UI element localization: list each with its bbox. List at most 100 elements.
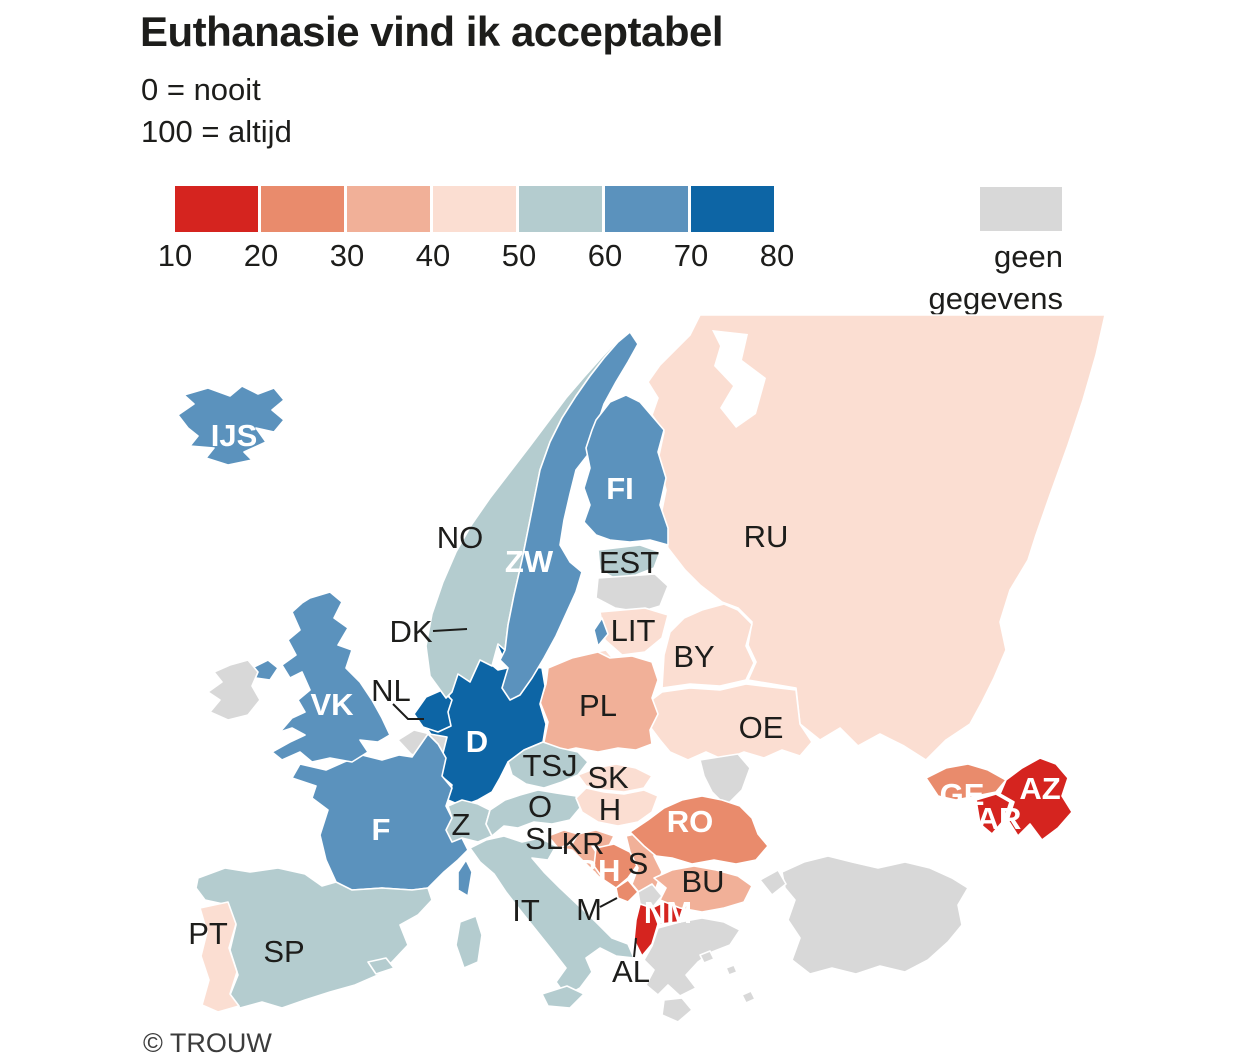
legend-swatch-40-50: [433, 186, 516, 232]
country-label-france: F: [372, 812, 391, 847]
country-ukraine: [641, 683, 813, 761]
white-sea: [712, 330, 766, 428]
country-switzerland: [445, 799, 493, 843]
country-label-romania: RO: [667, 804, 714, 839]
country-ireland: [207, 659, 261, 721]
country-label-ukraine: OE: [739, 710, 784, 745]
scale-note-min: 0 = nooit: [141, 72, 261, 107]
legend-tick-50: 50: [501, 238, 537, 273]
legend-tick-30: 30: [329, 238, 365, 273]
country-label-iceland: IJS: [211, 418, 258, 453]
country-sweden: [593, 617, 609, 647]
country-azerbaijan: [999, 757, 1073, 841]
country-spain: [367, 957, 395, 975]
country-label-germany: D: [466, 724, 488, 759]
legend-tick-20: 20: [243, 238, 279, 273]
country-netherlands: [413, 689, 453, 733]
country-label-netherlands: NL: [371, 673, 411, 708]
country-georgia: [925, 763, 1007, 801]
country-label-uk: VK: [310, 687, 354, 722]
country-label-hungary: H: [599, 792, 621, 827]
country-greece: [643, 917, 741, 997]
country-france: [457, 859, 473, 897]
leader-line-albania: [633, 937, 637, 958]
country-austria: [485, 789, 581, 837]
country-iceland: [177, 385, 285, 466]
legend-no-data-label: geen gegevens: [858, 236, 1063, 320]
country-label-estonia: EST: [599, 545, 659, 580]
country-label-croatia: KR: [561, 826, 604, 861]
leader-line-montenegro: [599, 897, 618, 908]
legend-swatch-60-70: [605, 186, 688, 232]
country-finland: [583, 394, 669, 546]
legend-swatch-50-60: [519, 186, 602, 232]
country-label-albania: AL: [612, 954, 650, 989]
country-label-finland: FI: [606, 471, 634, 506]
country-label-portugal: PT: [188, 916, 228, 951]
legend-no-data-swatch: [980, 187, 1062, 231]
country-italy: [469, 835, 635, 997]
country-montenegro: [615, 879, 639, 903]
country-bosnia: [593, 843, 639, 889]
legend-swatch-70-80: [691, 186, 774, 232]
country-turkey: [781, 855, 969, 975]
legend-tick-40: 40: [415, 238, 451, 273]
country-label-russia: RU: [744, 519, 789, 554]
leader-line-netherlands: [392, 703, 424, 720]
country-label-serbia: S: [628, 846, 649, 881]
no-data-label-line2: gegevens: [928, 281, 1063, 316]
country-greece: [699, 950, 715, 964]
country-label-switzerland: Z: [452, 807, 471, 842]
country-label-slovakia: SK: [587, 760, 629, 795]
country-italy: [541, 985, 585, 1009]
country-label-poland: PL: [579, 688, 617, 723]
country-label-czechia: TSJ: [522, 748, 577, 783]
no-data-label-line1: geen: [994, 239, 1063, 274]
legend-tick-60: 60: [587, 238, 623, 273]
leader-lines: [392, 628, 637, 958]
country-label-denmark: DK: [389, 614, 432, 649]
country-hungary: [575, 787, 659, 827]
country-turkey: [759, 869, 787, 896]
country-label-belarus: BY: [673, 639, 714, 674]
legend-color-scale: [175, 186, 774, 232]
country-italy: [455, 915, 483, 969]
country-greece: [661, 997, 693, 1023]
country-kosovo: [637, 883, 663, 909]
country-slovakia: [577, 763, 653, 793]
country-greece: [741, 990, 756, 1004]
country-label-lithuania: LIT: [611, 613, 656, 648]
legend-swatch-20-30: [261, 186, 344, 232]
country-label-italy: IT: [512, 893, 540, 928]
country-label-north-macedonia: NM: [644, 895, 692, 930]
country-greece: [725, 964, 738, 976]
country-portugal: [199, 901, 240, 1013]
country-estonia: [597, 544, 661, 579]
country-armenia: [975, 793, 1011, 835]
legend-tick-10: 10: [157, 238, 193, 273]
country-lithuania: [599, 607, 669, 656]
legend-tick-70: 70: [673, 238, 709, 273]
country-label-norway: NO: [437, 520, 484, 555]
country-uk: [271, 591, 391, 763]
credit: © TROUW: [143, 1028, 272, 1058]
country-poland: [539, 651, 659, 753]
chart-title: Euthanasie vind ik acceptabel: [140, 8, 724, 55]
legend-swatch-30-40: [347, 186, 430, 232]
country-moldova: [699, 753, 751, 807]
country-bulgaria: [653, 865, 753, 913]
country-label-azerbaijan: AZ: [1019, 771, 1060, 806]
country-label-armenia: AR: [977, 801, 1022, 836]
scale-note-max: 100 = altijd: [141, 114, 292, 149]
country-romania: [629, 795, 769, 865]
leader-line-denmark: [432, 628, 468, 632]
country-label-spain: SP: [263, 934, 304, 969]
country-label-montenegro: M: [576, 892, 602, 927]
legend-tick-80: 80: [759, 238, 795, 273]
country-label-austria: O: [528, 789, 552, 824]
country-label-georgia: GE: [940, 777, 985, 812]
country-belarus: [661, 603, 755, 689]
